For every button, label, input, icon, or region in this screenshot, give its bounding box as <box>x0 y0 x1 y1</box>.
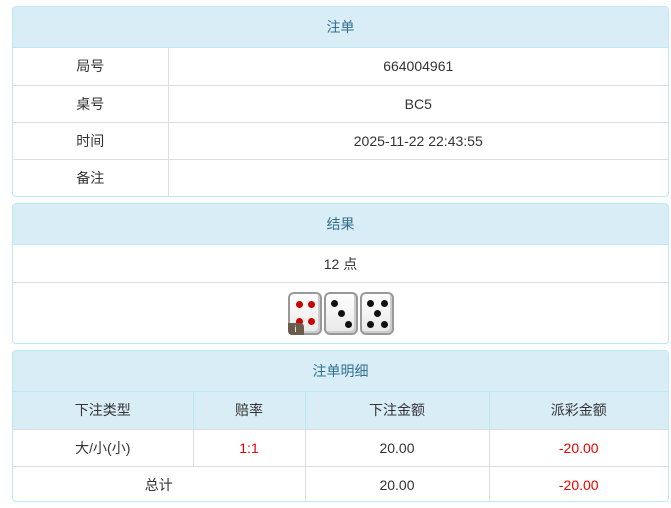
total-label: 总计 <box>13 465 305 501</box>
die-four-icon: i <box>287 292 322 335</box>
table-row: 时间 2025-11-22 22:43:55 <box>13 121 668 159</box>
total-row: 总计 20.00 -20.00 <box>13 465 668 501</box>
table-row: 局号 664004961 <box>13 48 668 85</box>
round-value: 664004961 <box>167 48 668 85</box>
detail-panel-title: 注单明细 <box>13 351 668 392</box>
time-label: 时间 <box>13 121 168 159</box>
table-value: BC5 <box>167 84 668 122</box>
dice-row: i <box>13 282 668 343</box>
remark-value <box>167 158 668 196</box>
detail-table: 下注类型 赔率 下注金额 派彩金额 大/小(小) 1:1 20.00 -20.0… <box>13 392 668 501</box>
order-table: 局号 664004961 桌号 BC5 时间 2025-11-22 22:43:55 … <box>13 48 668 196</box>
bet-type: 大/小(小) <box>13 428 193 466</box>
result-panel-title: 结果 <box>13 204 668 245</box>
remark-label: 备注 <box>13 158 168 196</box>
col-payout: 派彩金额 <box>488 392 668 429</box>
payout: -20.00 <box>488 428 668 466</box>
table-row: 大/小(小) 1:1 20.00 -20.00 <box>13 428 668 466</box>
table-row: 桌号 BC5 <box>13 84 668 122</box>
die-five-icon <box>359 292 394 335</box>
table-label: 桌号 <box>13 84 168 122</box>
header-row: 下注类型 赔率 下注金额 派彩金额 <box>13 392 668 429</box>
round-label: 局号 <box>76 58 105 75</box>
table-row: 备注 <box>13 158 668 196</box>
bet-amount: 20.00 <box>304 428 489 466</box>
total-payout: -20.00 <box>488 465 668 501</box>
col-odds: 赔率 <box>192 392 305 429</box>
info-icon[interactable]: i <box>287 323 304 335</box>
col-bet-type: 下注类型 <box>13 392 193 429</box>
result-panel: 结果 12 点 i <box>12 203 669 344</box>
die-three-icon <box>323 292 358 335</box>
result-points: 12 点 <box>323 255 358 272</box>
order-panel-title: 注单 <box>13 7 668 48</box>
detail-panel: 注单明细 下注类型 赔率 下注金额 派彩金额 大/小(小) 1:1 20.00 … <box>12 350 669 502</box>
order-panel: 注单 局号 664004961 桌号 BC5 时间 2025-11-22 22:43:… <box>12 6 669 197</box>
col-bet-amount: 下注金额 <box>304 392 489 429</box>
total-bet: 20.00 <box>304 465 489 501</box>
time-value: 2025-11-22 22:43:55 <box>167 121 668 159</box>
odds: 1:1 <box>192 428 305 466</box>
